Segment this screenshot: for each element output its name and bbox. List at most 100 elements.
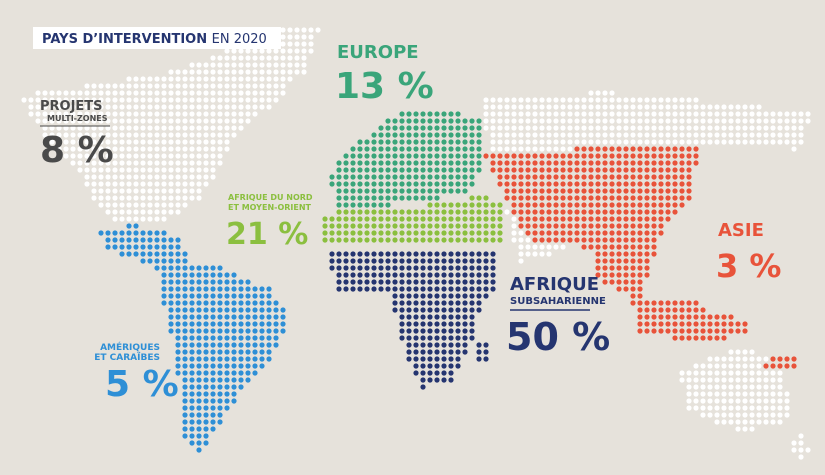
- map-dot: [189, 125, 195, 131]
- map-dot: [693, 405, 699, 411]
- map-dot: [182, 118, 188, 124]
- map-dot: [252, 69, 258, 75]
- map-dot: [105, 146, 111, 152]
- map-dot: [399, 293, 405, 299]
- map-dot: [245, 97, 251, 103]
- map-dot: [224, 349, 230, 355]
- map-dot: [420, 132, 426, 138]
- map-dot: [98, 132, 104, 138]
- map-dot: [266, 356, 272, 362]
- map-dot: [329, 258, 335, 264]
- map-dot: [539, 251, 545, 257]
- map-dot: [567, 202, 573, 208]
- map-dot: [63, 97, 69, 103]
- map-dot: [588, 118, 594, 124]
- map-dot: [434, 174, 440, 180]
- map-dot: [196, 62, 202, 68]
- map-dot: [756, 405, 762, 411]
- map-dot: [644, 153, 650, 159]
- map-dot: [427, 307, 433, 313]
- map-dot: [777, 384, 783, 390]
- map-dot: [595, 174, 601, 180]
- map-dot: [581, 195, 587, 201]
- map-dot: [133, 209, 139, 215]
- map-dot: [686, 174, 692, 180]
- map-dot: [231, 279, 237, 285]
- map-dot: [112, 111, 118, 117]
- map-dot: [84, 132, 90, 138]
- map-dot: [742, 349, 748, 355]
- map-dot: [553, 216, 559, 222]
- map-dot: [560, 111, 566, 117]
- map-dot: [525, 237, 531, 243]
- map-dot: [161, 118, 167, 124]
- map-dot: [399, 237, 405, 243]
- map-dot: [126, 237, 132, 243]
- map-dot: [224, 314, 230, 320]
- map-dot: [350, 146, 356, 152]
- map-dot: [763, 139, 769, 145]
- map-dot: [469, 195, 475, 201]
- map-dot: [770, 118, 776, 124]
- map-dot: [112, 181, 118, 187]
- map-dot: [385, 202, 391, 208]
- map-dot: [490, 202, 496, 208]
- map-dot: [539, 202, 545, 208]
- map-dot: [210, 356, 216, 362]
- map-dot: [630, 216, 636, 222]
- map-dot: [504, 209, 510, 215]
- map-dot: [735, 111, 741, 117]
- map-dot: [238, 76, 244, 82]
- map-dot: [672, 97, 678, 103]
- map-dot: [203, 370, 209, 376]
- map-dot: [686, 181, 692, 187]
- map-dot: [616, 188, 622, 194]
- map-dot: [399, 132, 405, 138]
- map-dot: [217, 321, 223, 327]
- map-dot: [203, 307, 209, 313]
- map-dot: [735, 419, 741, 425]
- map-dot: [406, 132, 412, 138]
- map-dot: [203, 398, 209, 404]
- map-dot: [413, 146, 419, 152]
- map-dot: [91, 188, 97, 194]
- map-dot: [161, 139, 167, 145]
- map-dot: [119, 104, 125, 110]
- map-dot: [686, 160, 692, 166]
- map-dot: [581, 118, 587, 124]
- map-dot: [126, 132, 132, 138]
- map-dot: [217, 356, 223, 362]
- map-dot: [700, 363, 706, 369]
- map-dot: [651, 314, 657, 320]
- map-dot: [658, 104, 664, 110]
- map-dot: [350, 188, 356, 194]
- map-dot: [427, 349, 433, 355]
- map-dot: [161, 216, 167, 222]
- map-dot: [266, 90, 272, 96]
- map-dot: [413, 307, 419, 313]
- map-dot: [539, 216, 545, 222]
- map-dot: [210, 76, 216, 82]
- map-dot: [378, 230, 384, 236]
- map-dot: [105, 181, 111, 187]
- map-dot: [252, 62, 258, 68]
- map-dot: [770, 391, 776, 397]
- map-dot: [728, 363, 734, 369]
- map-dot: [98, 125, 104, 131]
- map-dot: [168, 244, 174, 250]
- map-dot: [98, 111, 104, 117]
- map-dot: [392, 265, 398, 271]
- map-dot: [420, 251, 426, 257]
- map-dot: [616, 139, 622, 145]
- map-dot: [581, 223, 587, 229]
- map-dot: [567, 181, 573, 187]
- map-dot: [756, 412, 762, 418]
- map-dot: [616, 125, 622, 131]
- map-dot: [140, 139, 146, 145]
- map-dot: [532, 216, 538, 222]
- map-dot: [602, 139, 608, 145]
- map-dot: [154, 76, 160, 82]
- map-dot: [217, 125, 223, 131]
- map-dot: [644, 314, 650, 320]
- map-dot: [336, 216, 342, 222]
